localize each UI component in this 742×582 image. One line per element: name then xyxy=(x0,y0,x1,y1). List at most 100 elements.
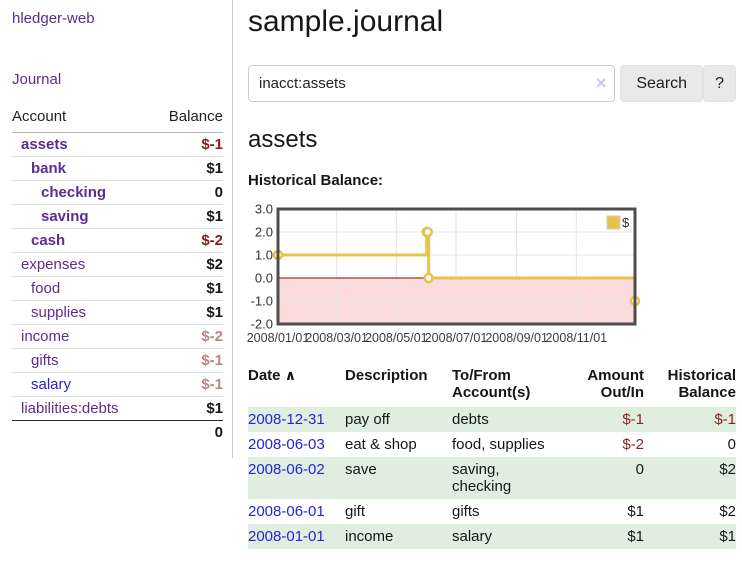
transaction-amount: $-2 xyxy=(622,436,644,453)
register-header-row: Date ∧ Description To/From Account(s) Am… xyxy=(248,365,736,407)
account-link-liabilities-debts[interactable]: liabilities:debts xyxy=(21,400,119,417)
balance-chart-svg: $3.0 2.0 1.0 0.0 -1.0 -2.02008/01/012008/03/0… xyxy=(247,202,641,345)
account-row-checking: checking 0 xyxy=(12,180,223,205)
account-row-income: income $-2 xyxy=(12,324,223,349)
main-content: sample.journal × Search ? assets Histori… xyxy=(233,0,742,549)
account-link-bank[interactable]: bank xyxy=(31,160,67,177)
svg-text:2.0: 2.0 xyxy=(255,225,273,240)
sidebar-item-journal[interactable]: Journal xyxy=(12,71,62,88)
transaction-balance: $2 xyxy=(719,461,736,478)
accounts-column-header: To/From Account(s) xyxy=(452,367,531,401)
balance-column-header: Balance xyxy=(151,106,223,133)
transaction-amount: $1 xyxy=(627,503,644,520)
transaction-amount: 0 xyxy=(635,461,644,478)
svg-text:2008/11/01: 2008/11/01 xyxy=(545,331,607,345)
account-link-assets[interactable]: assets xyxy=(21,136,68,153)
clear-search-icon[interactable]: × xyxy=(595,73,607,93)
app-brand-link[interactable]: hledger-web xyxy=(12,10,95,27)
transaction-balance: $1 xyxy=(719,528,736,545)
account-link-supplies[interactable]: supplies xyxy=(31,304,87,321)
search-row: × Search ? xyxy=(248,65,736,102)
search-button[interactable]: Search xyxy=(620,65,704,102)
transaction-amount: $1 xyxy=(627,528,644,545)
register-row: 2008-06-03 eat & shop food, supplies $-2… xyxy=(248,432,736,457)
account-balance: 0 xyxy=(151,180,223,205)
account-balance: $-2 xyxy=(151,324,223,349)
svg-text:2008/01/01: 2008/01/01 xyxy=(247,331,310,345)
account-total-row: 0 xyxy=(12,421,223,445)
svg-text:2008/05/01: 2008/05/01 xyxy=(365,331,428,345)
transaction-amount: $-1 xyxy=(622,411,644,428)
register-row: 2008-06-01 gift gifts $1 $2 xyxy=(248,499,736,524)
transaction-balance: $2 xyxy=(719,503,736,520)
transaction-description: eat & shop xyxy=(345,436,417,453)
svg-text:2008/03/01: 2008/03/01 xyxy=(305,331,368,345)
balance-chart: $3.0 2.0 1.0 0.0 -1.0 -2.0 2008/01/01 2008/03/0… xyxy=(247,202,736,353)
account-link-checking[interactable]: checking xyxy=(41,184,107,201)
account-balance: $1 xyxy=(151,276,223,301)
transaction-accounts: debts xyxy=(452,411,489,428)
transaction-date-link[interactable]: 2008-01-01 xyxy=(248,528,325,545)
sort-ascending-icon: ∧ xyxy=(284,367,297,383)
svg-text:1.0: 1.0 xyxy=(255,248,273,263)
account-row-gifts: gifts $-1 xyxy=(12,348,223,373)
transaction-accounts: saving, checking xyxy=(452,461,512,495)
page-title: sample.journal xyxy=(248,5,444,38)
account-balance: $-1 xyxy=(151,348,223,373)
transaction-accounts: salary xyxy=(452,528,493,545)
accounts-total-balance: 0 xyxy=(214,424,223,441)
account-link-cash[interactable]: cash xyxy=(31,232,66,249)
account-balance: $2 xyxy=(151,252,223,277)
account-balance: $1 xyxy=(151,204,223,229)
svg-text:-1.0: -1.0 xyxy=(251,294,273,309)
search-box: × xyxy=(248,65,616,102)
date-column-header[interactable]: Date ∧ xyxy=(248,367,297,384)
historical-balance-label: Historical Balance: xyxy=(248,172,384,189)
transaction-date-link[interactable]: 2008-06-03 xyxy=(248,436,325,453)
register-row: 2008-12-31 pay off debts $-1 $-1 xyxy=(248,407,736,432)
transaction-date-link[interactable]: 2008-12-31 xyxy=(248,411,325,428)
account-row-assets: assets $-1 xyxy=(12,132,223,157)
account-link-expenses[interactable]: expenses xyxy=(21,256,86,273)
transaction-date-link[interactable]: 2008-06-01 xyxy=(248,503,325,520)
account-table-header: Account Balance xyxy=(12,106,223,133)
current-account-heading: assets xyxy=(248,126,318,153)
sidebar: hledger-web Journal Account Balance asse… xyxy=(0,0,233,458)
amount-column-header: Amount Out/In xyxy=(587,367,644,401)
account-link-saving[interactable]: saving xyxy=(41,208,89,225)
account-row-cash: cash $-2 xyxy=(12,228,223,253)
transaction-description: gift xyxy=(345,503,366,520)
account-link-food[interactable]: food xyxy=(31,280,61,297)
account-balance: $1 xyxy=(151,396,223,421)
search-input[interactable] xyxy=(248,65,616,102)
svg-text:-2.0: -2.0 xyxy=(251,317,273,332)
account-row-food: food $1 xyxy=(12,276,223,301)
svg-text:2008/09/01: 2008/09/01 xyxy=(485,331,548,345)
transaction-accounts: gifts xyxy=(452,503,480,520)
transaction-accounts: food, supplies xyxy=(452,436,545,453)
register-row: 2008-06-02 save saving, checking 0 $2 xyxy=(248,457,736,499)
balance-column-header: Historical Balance xyxy=(667,367,736,401)
transaction-description: income xyxy=(345,528,394,545)
svg-text:2008/07/01: 2008/07/01 xyxy=(425,331,488,345)
account-row-expenses: expenses $2 xyxy=(12,252,223,277)
account-row-salary: salary $-1 xyxy=(12,372,223,397)
account-link-income[interactable]: income xyxy=(21,328,70,345)
account-row-bank: bank $1 xyxy=(12,156,223,181)
transaction-description: save xyxy=(345,461,377,478)
svg-text:$: $ xyxy=(622,215,630,230)
help-button[interactable]: ? xyxy=(703,65,736,102)
transaction-description: pay off xyxy=(345,411,390,428)
account-link-salary[interactable]: salary xyxy=(31,376,72,393)
account-balance: $1 xyxy=(151,156,223,181)
transaction-date-link[interactable]: 2008-06-02 xyxy=(248,461,325,478)
account-link-gifts[interactable]: gifts xyxy=(31,352,59,369)
svg-text:0.0: 0.0 xyxy=(255,271,273,286)
register-table: Date ∧ Description To/From Account(s) Am… xyxy=(248,365,736,549)
account-balance: $-2 xyxy=(151,228,223,253)
account-row-liabilities-debts: liabilities:debts $1 xyxy=(12,396,223,421)
account-balance-table: Account Balance assets $-1 bank $1 check… xyxy=(12,106,223,444)
account-balance: $-1 xyxy=(151,372,223,397)
register-row: 2008-01-01 income salary $1 $1 xyxy=(248,524,736,549)
description-column-header: Description xyxy=(345,367,428,384)
